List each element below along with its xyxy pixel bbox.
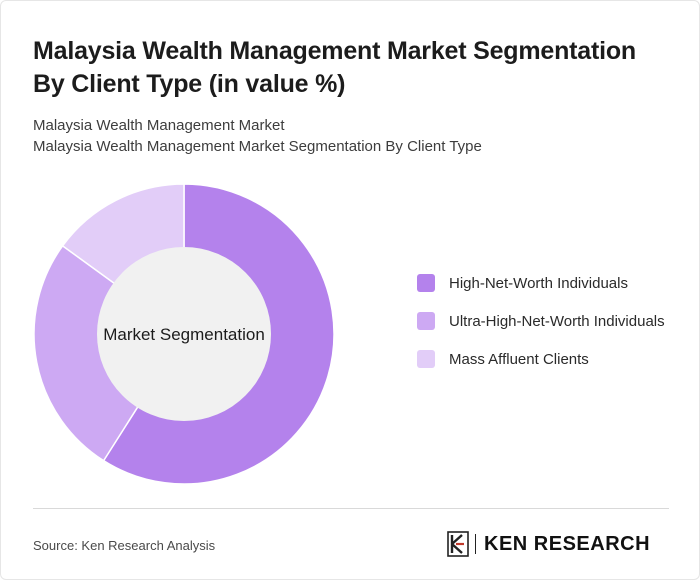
- donut-chart: Market Segmentation: [1, 171, 700, 501]
- source-note: Source: Ken Research Analysis: [33, 538, 216, 553]
- legend-swatch: [417, 274, 435, 292]
- legend-label: Ultra-High-Net-Worth Individuals: [449, 313, 665, 330]
- subtitle-line-1: Malaysia Wealth Management Market: [33, 117, 285, 134]
- footer-divider: [33, 508, 669, 509]
- donut-center-label: Market Segmentation: [103, 325, 265, 344]
- legend-label: High-Net-Worth Individuals: [449, 275, 628, 292]
- chart-title: Malaysia Wealth Management Market Segmen…: [33, 37, 637, 98]
- chart-legend: High-Net-Worth Individuals Ultra-High-Ne…: [417, 273, 677, 387]
- legend-swatch: [417, 350, 435, 368]
- chart-subtitle: Malaysia Wealth Management Market Malays…: [33, 115, 482, 157]
- legend-item[interactable]: High-Net-Worth Individuals: [417, 273, 677, 295]
- donut-hole: [97, 247, 271, 421]
- legend-label: Mass Affluent Clients: [449, 351, 589, 368]
- legend-swatch: [417, 312, 435, 330]
- legend-item[interactable]: Ultra-High-Net-Worth Individuals: [417, 311, 677, 333]
- legend-item[interactable]: Mass Affluent Clients: [417, 349, 677, 371]
- subtitle-line-2: Malaysia Wealth Management Market Segmen…: [33, 138, 482, 155]
- brand-name: KEN RESEARCH: [484, 532, 651, 555]
- donut-svg: Market Segmentation: [33, 183, 335, 485]
- ken-research-logo-icon: [447, 531, 469, 557]
- brand-logo: KEN RESEARCH: [447, 531, 650, 557]
- brand-separator: [475, 534, 476, 554]
